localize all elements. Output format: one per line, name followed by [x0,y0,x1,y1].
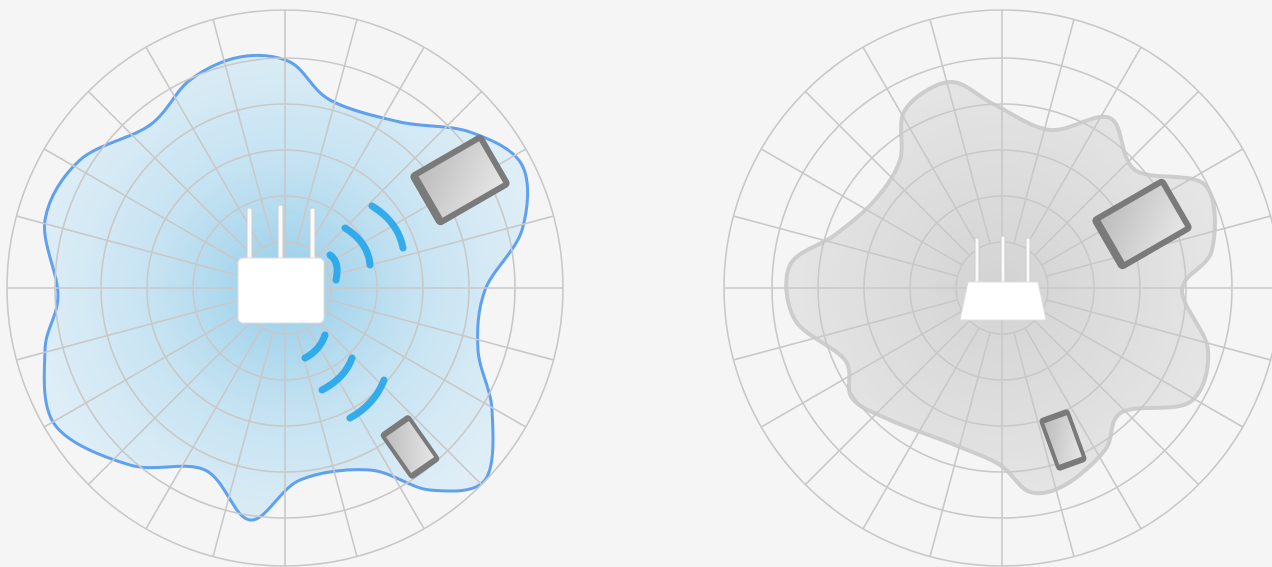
router-body [237,257,325,324]
grid-spoke [929,19,991,244]
tablet-screen [418,141,504,218]
phone-screen [385,420,435,474]
grid-spoke [296,19,358,244]
grid-spoke [43,148,246,266]
grid-spoke [733,215,958,277]
grid-spoke [145,46,263,249]
polar-grid [723,9,1272,567]
grid-spoke [324,310,527,428]
signal-beams [301,202,407,422]
beam [346,376,388,422]
grid-spoke [1013,19,1075,244]
grid-spoke [1041,310,1244,428]
grid-spoke [760,310,963,428]
grid-spoke [87,319,254,486]
grid-spoke [87,90,254,257]
phone [380,415,440,479]
grid-spoke [307,327,425,530]
grid-spoke [212,19,274,244]
grid-spoke [43,310,246,428]
grid-spoke [929,332,991,557]
tablet [410,134,510,226]
polar-grids [6,9,1272,567]
grid-spoke [760,148,963,266]
grid-spoke [1046,299,1271,361]
router-beamforming [237,204,325,324]
grid-spoke [145,327,263,530]
grid-spoke [16,299,241,361]
grid-spoke [733,299,958,361]
grid-spoke [862,327,980,530]
antenna [277,204,284,261]
router-standard [959,235,1047,321]
grid-spoke [296,332,358,557]
polar-grid [6,9,564,567]
tablet-screen [1100,185,1186,262]
grid-spoke [212,332,274,557]
grid-spoke [1033,90,1200,257]
grid-spoke [307,46,425,249]
antenna [246,207,253,261]
grid-spoke [1024,46,1142,249]
router-body [959,281,1047,321]
grid-spoke [862,46,980,249]
beam [341,224,374,269]
grid-spoke [16,215,241,277]
antenna [309,207,316,261]
beam [318,354,356,394]
grid-spoke [804,319,971,486]
beam [368,202,407,252]
beam [326,251,341,284]
phone-screen [1044,415,1082,465]
grid-spoke [1033,319,1200,486]
grid-spoke [1013,332,1075,557]
tablet [1092,178,1192,270]
grid-spoke [1024,327,1142,530]
phone [1039,409,1087,471]
grid-spoke [804,90,971,257]
grid-spoke [329,299,554,361]
beam [301,331,329,362]
grid-spoke [316,319,483,486]
